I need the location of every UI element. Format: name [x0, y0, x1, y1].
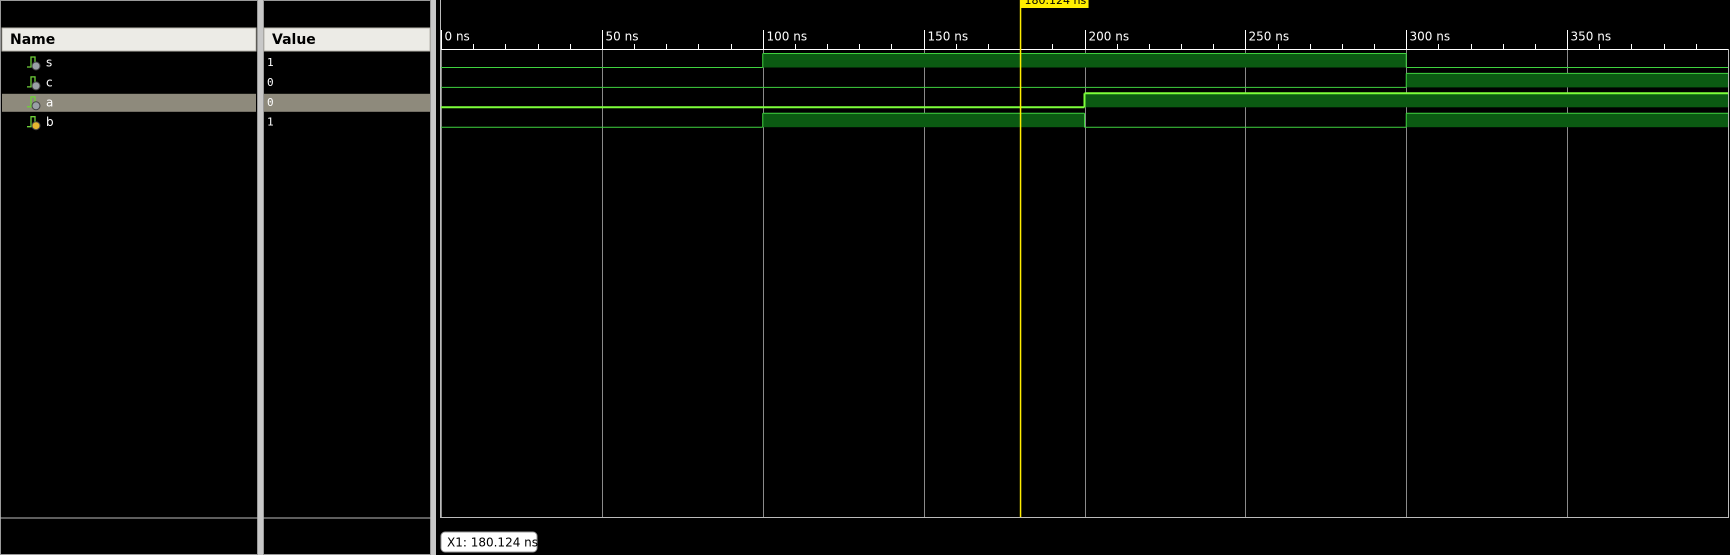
icon-badge: [31, 121, 41, 131]
cursor-readout-box: [440, 531, 538, 553]
wave-high-fill: [762, 53, 1407, 68]
signal-icon: [27, 56, 41, 71]
signal-name[interactable]: c: [46, 75, 53, 89]
signal-value: 0: [267, 96, 274, 109]
splitter[interactable]: [258, 0, 263, 555]
icon-badge: [31, 61, 41, 71]
tick-label: 150 ns: [928, 30, 969, 44]
cursor-flag: [1020, 0, 1089, 8]
signal-icon: [27, 96, 41, 111]
cursor-label: 180.124 ns: [1025, 0, 1087, 7]
icon-wave: [27, 56, 36, 68]
cursor-readout: X1: 180.124 ns: [447, 536, 538, 550]
signal-value: 1: [267, 56, 274, 69]
signal-value: 0: [267, 76, 274, 89]
tick-label: 300 ns: [1410, 30, 1451, 44]
wave-high-fill: [1084, 93, 1728, 108]
icon-badge: [31, 81, 41, 91]
icon-badge: [31, 101, 41, 111]
icon-wave: [27, 76, 36, 88]
tick-label: 350 ns: [1571, 30, 1612, 44]
tick-label: 200 ns: [1089, 30, 1130, 44]
signal-icon: [27, 76, 41, 91]
signal-name[interactable]: b: [46, 115, 54, 129]
signal-value: 1: [267, 116, 274, 129]
wave-high-fill: [1406, 113, 1728, 128]
tick-label: 250 ns: [1249, 30, 1290, 44]
icon-wave: [27, 116, 36, 128]
wave-high-fill: [762, 113, 1085, 128]
tick-label: 0 ns: [445, 30, 470, 44]
signal-name[interactable]: a: [46, 95, 53, 109]
tick-label: 50 ns: [606, 30, 639, 44]
icon-wave: [27, 96, 36, 108]
splitter[interactable]: [431, 0, 436, 555]
tick-label: 100 ns: [767, 30, 808, 44]
name-header-label: Name: [10, 32, 55, 48]
value-header[interactable]: [263, 27, 431, 52]
name-header[interactable]: [1, 27, 257, 52]
signal-name[interactable]: s: [46, 56, 52, 70]
signal-icon: [27, 116, 41, 131]
row-highlight: [264, 93, 430, 112]
row-highlight: [2, 93, 256, 112]
wave-high-fill: [1406, 73, 1728, 88]
value-header-label: Value: [272, 32, 316, 48]
